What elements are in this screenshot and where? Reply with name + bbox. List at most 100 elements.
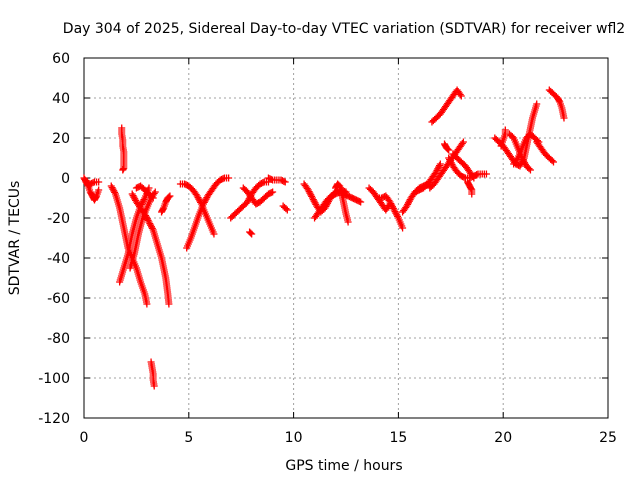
data-point <box>521 159 529 167</box>
data-point <box>194 194 202 202</box>
data-point <box>267 189 275 197</box>
data-point <box>310 197 318 205</box>
data-point <box>283 206 291 214</box>
data-point <box>404 200 412 208</box>
data-point <box>201 197 209 205</box>
data-point <box>470 174 478 182</box>
data-point <box>390 206 398 214</box>
data-point <box>305 188 313 196</box>
data-point <box>391 208 399 216</box>
y-tick-label: 20 <box>52 131 70 147</box>
data-point <box>386 198 394 206</box>
series-3 <box>118 124 128 174</box>
x-tick-label: 5 <box>184 430 193 446</box>
series-6 <box>126 188 159 272</box>
data-point <box>146 220 154 228</box>
data-point <box>119 166 127 174</box>
data-point <box>555 97 563 105</box>
axis-ticks <box>83 57 609 419</box>
data-point <box>304 186 312 194</box>
series-13 <box>227 178 272 222</box>
data-point <box>108 184 116 192</box>
y-tick-label: -80 <box>47 331 70 347</box>
series-1 <box>80 174 103 204</box>
y-tick-label: 0 <box>61 171 70 187</box>
data-point <box>144 216 152 224</box>
x-tick-label: 25 <box>599 430 617 446</box>
series-29 <box>449 150 478 182</box>
data-point <box>467 185 475 193</box>
data-point <box>357 198 365 206</box>
data-point <box>143 215 151 223</box>
data-point <box>159 205 167 213</box>
data-point <box>165 193 173 201</box>
series-7 <box>128 190 173 308</box>
data-point <box>141 210 149 218</box>
chart-title: Day 304 of 2025, Sidereal Day-to-day VTE… <box>63 21 625 37</box>
series-14 <box>239 184 277 208</box>
data-point <box>436 160 444 168</box>
data-point <box>445 154 453 162</box>
data-point <box>456 91 464 98</box>
data-point <box>403 202 411 210</box>
series-30 <box>464 178 476 198</box>
series-27 <box>441 140 453 154</box>
data-point <box>308 194 316 202</box>
x-axis-label: GPS time / hours <box>285 458 402 474</box>
data-point <box>210 230 218 238</box>
data-point <box>267 175 275 183</box>
data-point <box>435 163 443 171</box>
data-point <box>147 223 155 231</box>
y-tick-label: -20 <box>47 211 70 227</box>
data-point <box>248 230 256 238</box>
data-point <box>405 197 413 205</box>
data-point <box>548 157 556 165</box>
series-22 <box>373 192 407 232</box>
data-point <box>389 204 397 212</box>
series-36 <box>545 86 568 122</box>
data-point <box>129 192 137 200</box>
data-point <box>142 212 150 220</box>
series-20 <box>332 180 352 226</box>
series-15 <box>246 228 256 238</box>
data-point <box>501 126 509 134</box>
data-point <box>307 191 315 199</box>
data-point <box>243 198 251 206</box>
data-point <box>434 165 442 173</box>
x-tick-label: 0 <box>80 430 89 446</box>
data-point <box>281 178 289 186</box>
data-point <box>128 190 136 198</box>
data-point <box>389 203 397 211</box>
series-19 <box>311 188 365 222</box>
data-point <box>280 177 288 185</box>
data-point <box>392 209 400 217</box>
data-point <box>446 157 454 165</box>
data-point <box>355 197 363 205</box>
data-point <box>131 195 139 203</box>
series-16 <box>264 174 289 186</box>
data-point <box>311 199 319 207</box>
data-point <box>150 382 158 390</box>
data-point <box>459 138 467 146</box>
data-point <box>269 188 277 196</box>
data-point <box>110 187 118 195</box>
y-tick-label: -100 <box>38 371 70 387</box>
data-point <box>225 174 233 182</box>
data-point <box>89 179 97 187</box>
data-point <box>482 170 490 178</box>
data-point <box>447 159 455 167</box>
data-point <box>148 193 156 201</box>
data-point <box>394 212 402 220</box>
data-points <box>80 86 568 390</box>
data-point <box>149 194 157 202</box>
data-point <box>433 166 441 174</box>
series-24 <box>411 160 444 196</box>
data-point <box>520 157 528 165</box>
x-tick-label: 15 <box>389 430 407 446</box>
data-point <box>199 200 207 208</box>
series-2 <box>82 178 103 188</box>
data-point <box>308 192 316 200</box>
x-tick-label: 20 <box>494 430 512 446</box>
y-tick-label: -120 <box>38 411 70 427</box>
